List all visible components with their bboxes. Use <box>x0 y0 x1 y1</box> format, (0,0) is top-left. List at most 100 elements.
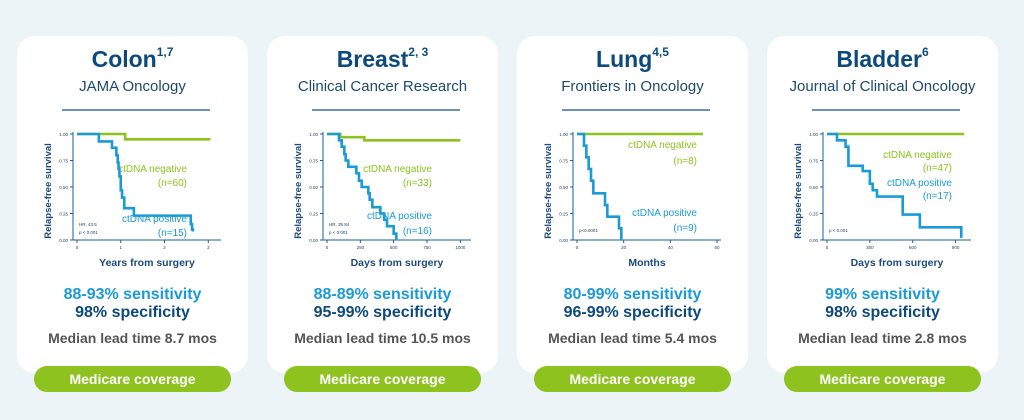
x-tick-label: 600 <box>909 245 917 250</box>
card-title-text: Breast <box>336 46 409 72</box>
x-tick-label: 500 <box>390 245 398 250</box>
card-title: Breast2, 3 <box>267 45 498 73</box>
median-lead-time: Median lead time 10.5 mos <box>294 330 471 346</box>
stat-annotation: p<0.0001 <box>579 228 598 233</box>
km-chart: 0.00 0.25 0.50 0.75 1.00 0 300 600 900 Days from … <box>793 132 971 269</box>
y-tick-label: 0.00 <box>59 238 68 243</box>
journal-name: Clinical Cancer Research <box>297 78 468 95</box>
sensitivity: 99% sensitivity <box>825 286 940 303</box>
x-tick-label: 40 <box>668 245 674 250</box>
series-n-label: (n=15) <box>158 228 187 239</box>
x-tick-label: 1000 <box>455 245 466 250</box>
stat-annotation: p < 0.001 <box>79 230 98 235</box>
sensitivity: 88-89% sensitivity <box>313 286 452 303</box>
card-title-text: Bladder <box>836 46 922 72</box>
series-n-label: (n=47) <box>923 163 952 174</box>
journal-name: JAMA Oncology <box>79 78 186 95</box>
series-label: ctDNA positive <box>887 178 952 189</box>
stat-annotation: p < 0.001 <box>329 230 348 235</box>
km-chart: 0.00 0.25 0.50 0.75 1.00 0 250 500 750 1000 Days f… <box>293 132 471 269</box>
series-n-label: (n=8) <box>673 156 697 167</box>
series-ctdna-negative <box>77 132 211 141</box>
series-label: ctDNA positive <box>632 208 697 219</box>
card-title: Lung4,5 <box>517 45 748 73</box>
card-colon: Colon1,7 JAMA Oncology 88-93% sensitivit… <box>17 36 248 373</box>
y-tick-label: 0.50 <box>809 185 818 190</box>
series-ctdna-positive <box>577 132 623 240</box>
y-tick-label: 0.50 <box>59 185 68 190</box>
series-n-label: (n=33) <box>403 178 432 189</box>
card-title: Bladder6 <box>767 45 998 73</box>
divider <box>812 109 960 111</box>
series-n-label: (n=9) <box>673 223 697 234</box>
median-lead-time: Median lead time 2.8 mos <box>798 330 967 346</box>
series-label: ctDNA negative <box>628 140 697 151</box>
specificity: 98% specificity <box>825 304 940 321</box>
y-tick-label: 0.50 <box>559 185 568 190</box>
series-n-label: (n=60) <box>158 178 187 189</box>
y-tick-label: 0.00 <box>309 238 318 243</box>
card-lung: Lung4,5 Frontiers in Oncology 80-99% sen… <box>517 36 748 373</box>
card-breast: Breast2, 3 Clinical Cancer Research 88-8… <box>267 36 498 373</box>
reference-superscript: 6 <box>921 45 929 59</box>
journal-name: Journal of Clinical Oncology <box>789 78 976 95</box>
median-lead-time: Median lead time 5.4 mos <box>548 330 717 346</box>
stat-annotation: HR, 35.84 <box>329 222 350 227</box>
x-tick-label: 900 <box>952 245 960 250</box>
x-tick-label: 20 <box>621 245 627 250</box>
series-n-label: (n=17) <box>923 191 952 202</box>
medicare-coverage-button[interactable]: Medicare coverage <box>284 366 481 392</box>
y-tick-label: 0.00 <box>809 238 818 243</box>
journal-name: Frontiers in Oncology <box>561 78 704 95</box>
series-ctdna-positive <box>327 132 398 240</box>
card-title: Colon1,7 <box>17 45 248 73</box>
y-tick-label: 0.25 <box>59 212 68 217</box>
reference-superscript: 1,7 <box>156 45 174 59</box>
card-bladder: Bladder6 Journal of Clinical Oncology 99… <box>767 36 998 373</box>
divider <box>312 109 460 111</box>
y-axis-title: Relapse-free survival <box>43 143 54 239</box>
x-tick-label: 3 <box>207 245 210 250</box>
stat-annotation: HR, 43.5 <box>79 222 97 227</box>
y-tick-label: 0.25 <box>809 212 818 217</box>
specificity: 96-99% specificity <box>563 304 702 321</box>
reference-superscript: 2, 3 <box>408 45 429 59</box>
median-lead-time: Median lead time 8.7 mos <box>48 330 217 346</box>
series-ctdna-negative <box>327 132 461 142</box>
y-tick-label: 0.75 <box>59 159 68 164</box>
y-tick-label: 0.25 <box>309 212 318 217</box>
km-chart: 0.00 0.25 0.50 0.75 1.00 0 20 40 60 Months Relapse… <box>543 132 721 269</box>
stat-annotation: p < 0.001 <box>829 228 848 233</box>
y-tick-label: 1.00 <box>309 132 318 137</box>
y-axis-title: Relapse-free survival <box>293 143 304 239</box>
y-tick-label: 1.00 <box>559 132 568 137</box>
divider <box>562 109 710 111</box>
x-tick-label: 0 <box>326 245 329 250</box>
series-label: ctDNA negative <box>883 150 952 161</box>
y-axis-title: Relapse-free survival <box>543 143 554 239</box>
medicare-coverage-button[interactable]: Medicare coverage <box>784 366 981 392</box>
y-axis-title: Relapse-free survival <box>793 143 804 239</box>
y-tick-label: 1.00 <box>809 132 818 137</box>
medicare-coverage-button[interactable]: Medicare coverage <box>34 366 231 392</box>
x-tick-label: 750 <box>423 245 431 250</box>
y-tick-label: 0.50 <box>309 185 318 190</box>
x-tick-label: 60 <box>714 245 720 250</box>
x-tick-label: 0 <box>76 245 79 250</box>
y-tick-label: 0.25 <box>559 212 568 217</box>
series-ctdna-positive <box>827 132 963 238</box>
series-label: ctDNA positive <box>122 214 187 225</box>
km-chart: 0.00 0.25 0.50 0.75 1.00 0 1 2 3 Years from surge… <box>43 132 221 269</box>
sensitivity: 88-93% sensitivity <box>63 286 202 303</box>
series-label: ctDNA negative <box>363 164 432 175</box>
x-axis-title: Months <box>628 257 665 269</box>
y-tick-label: 0.75 <box>309 159 318 164</box>
reference-superscript: 4,5 <box>652 45 669 59</box>
sensitivity: 80-99% sensitivity <box>563 286 702 303</box>
card-title-text: Lung <box>596 46 653 72</box>
x-axis-title: Years from surgery <box>99 257 195 269</box>
medicare-coverage-button[interactable]: Medicare coverage <box>534 366 731 392</box>
y-tick-label: 0.75 <box>809 159 818 164</box>
x-tick-label: 250 <box>357 245 365 250</box>
series-n-label: (n=16) <box>403 226 432 237</box>
